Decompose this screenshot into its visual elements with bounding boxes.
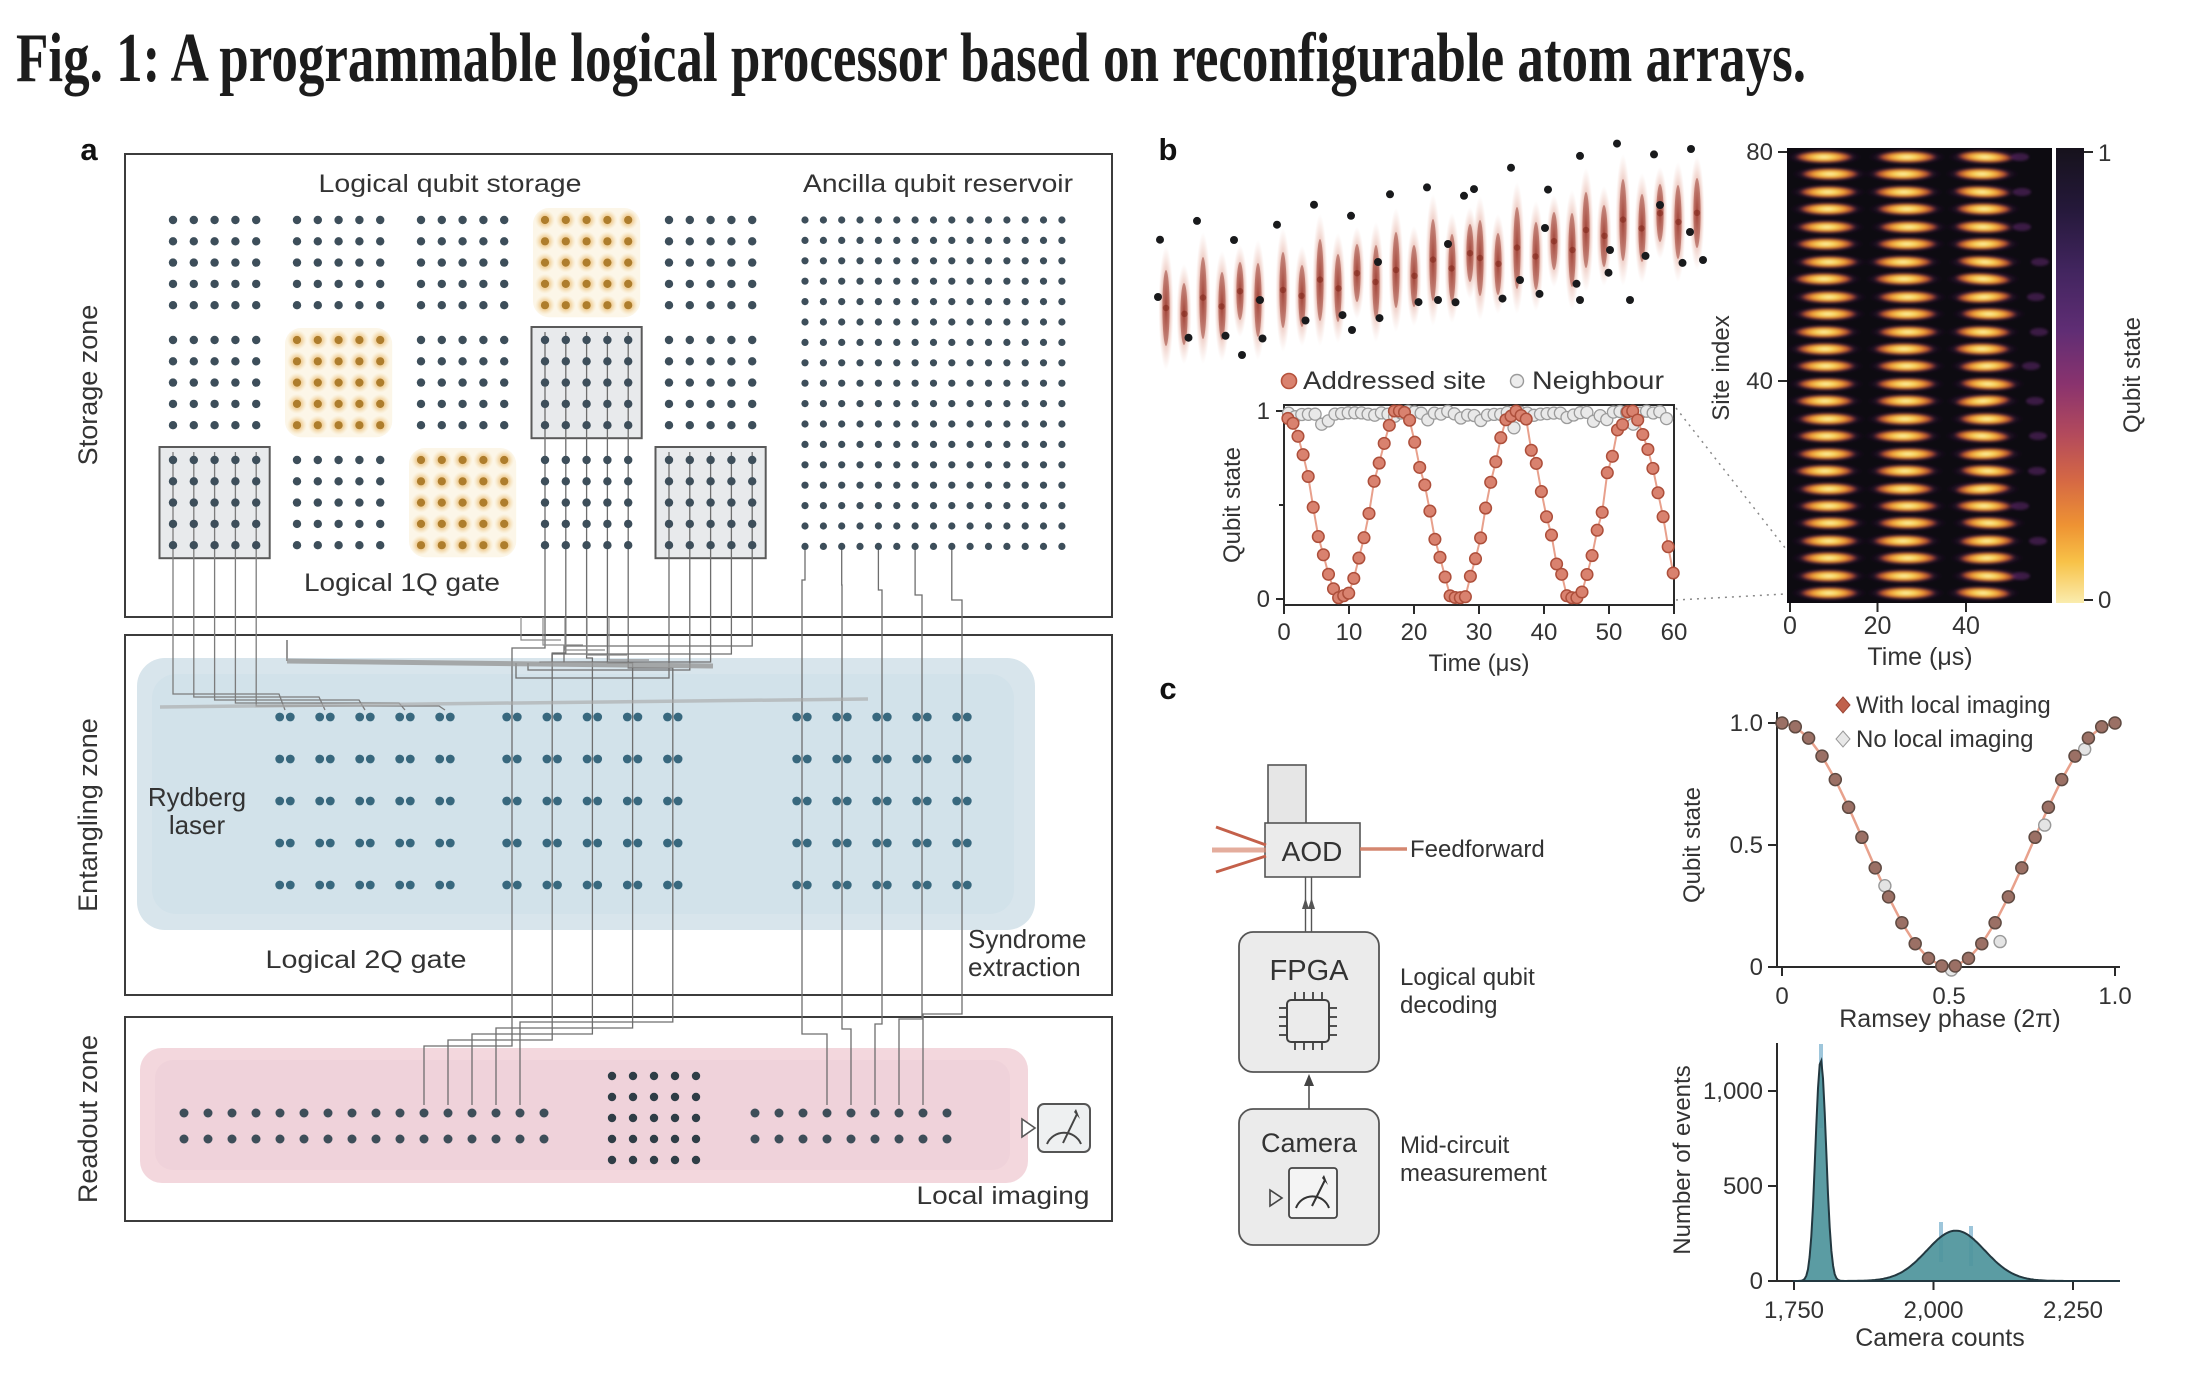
svg-text:0: 0 xyxy=(1257,586,1270,613)
svg-text:0: 0 xyxy=(1750,1268,1763,1295)
svg-text:30: 30 xyxy=(1466,619,1493,646)
svg-text:80: 80 xyxy=(1746,139,1773,166)
svg-text:Addressed site: Addressed site xyxy=(1303,367,1486,395)
svg-text:Feedforward: Feedforward xyxy=(1410,836,1545,863)
svg-text:10: 10 xyxy=(1336,619,1363,646)
svg-text:40: 40 xyxy=(1746,368,1773,395)
svg-text:Entangling zone: Entangling zone xyxy=(73,718,103,912)
svg-text:measurement: measurement xyxy=(1400,1160,1547,1187)
svg-text:50: 50 xyxy=(1596,619,1623,646)
svg-text:1: 1 xyxy=(1257,398,1270,425)
svg-text:Mid-circuit: Mid-circuit xyxy=(1400,1132,1510,1159)
svg-text:No local imaging: No local imaging xyxy=(1856,726,2033,753)
svg-text:Qubit state: Qubit state xyxy=(1219,447,1246,563)
svg-text:Time (μs): Time (μs) xyxy=(1429,650,1530,677)
svg-text:Ramsey phase (2π): Ramsey phase (2π) xyxy=(1839,1005,2061,1033)
svg-text:2,250: 2,250 xyxy=(2043,1297,2103,1324)
svg-text:decoding: decoding xyxy=(1400,992,1497,1019)
svg-text:60: 60 xyxy=(1661,619,1688,646)
svg-text:Camera: Camera xyxy=(1261,1128,1358,1158)
svg-text:Fig. 1: A programmable logical: Fig. 1: A programmable logical processor… xyxy=(16,20,1806,97)
svg-text:Number of events: Number of events xyxy=(1669,1065,1696,1254)
svg-text:Readout zone: Readout zone xyxy=(73,1035,103,1203)
svg-text:0.5: 0.5 xyxy=(1932,983,1965,1010)
svg-text:Logical qubit: Logical qubit xyxy=(1400,964,1535,991)
svg-text:1,750: 1,750 xyxy=(1764,1297,1824,1324)
svg-text:0: 0 xyxy=(1750,954,1763,981)
svg-text:Storage zone: Storage zone xyxy=(73,305,103,466)
svg-text:2,000: 2,000 xyxy=(1903,1297,1963,1324)
svg-text:Ancilla qubit reservoir: Ancilla qubit reservoir xyxy=(803,170,1073,198)
svg-text:AOD: AOD xyxy=(1282,836,1343,867)
svg-text:Local imaging: Local imaging xyxy=(917,1182,1090,1210)
svg-text:extraction: extraction xyxy=(968,952,1081,982)
svg-text:500: 500 xyxy=(1723,1173,1763,1200)
svg-text:40: 40 xyxy=(1531,619,1558,646)
svg-text:20: 20 xyxy=(1401,619,1428,646)
svg-text:Logical 1Q gate: Logical 1Q gate xyxy=(304,569,500,597)
svg-text:Neighbour: Neighbour xyxy=(1532,367,1664,395)
svg-text:With local imaging: With local imaging xyxy=(1856,692,2051,719)
svg-text:1.0: 1.0 xyxy=(2098,983,2131,1010)
svg-text:Logical 2Q gate: Logical 2Q gate xyxy=(266,946,467,974)
svg-text:Qubit state: Qubit state xyxy=(2119,317,2146,433)
svg-text:0: 0 xyxy=(1775,983,1788,1010)
svg-text:1: 1 xyxy=(2098,140,2111,167)
svg-text:Site index: Site index xyxy=(1708,315,1735,420)
svg-text:Syndrome: Syndrome xyxy=(968,924,1087,954)
svg-text:0: 0 xyxy=(1783,612,1797,640)
svg-text:Qubit state: Qubit state xyxy=(1679,787,1706,903)
svg-text:a: a xyxy=(80,132,98,167)
svg-text:Rydberg: Rydberg xyxy=(148,782,246,812)
svg-text:40: 40 xyxy=(1952,612,1980,640)
svg-text:20: 20 xyxy=(1864,612,1892,640)
svg-text:0: 0 xyxy=(2098,587,2111,614)
svg-text:Time (μs): Time (μs) xyxy=(1867,643,1972,671)
svg-text:0: 0 xyxy=(1277,619,1290,646)
svg-text:1.0: 1.0 xyxy=(1730,710,1763,737)
svg-text:Camera counts: Camera counts xyxy=(1855,1324,2025,1352)
svg-text:FPGA: FPGA xyxy=(1270,955,1350,987)
svg-text:b: b xyxy=(1159,132,1178,167)
svg-text:laser: laser xyxy=(169,810,226,840)
svg-text:Logical qubit storage: Logical qubit storage xyxy=(319,170,582,198)
svg-text:0.5: 0.5 xyxy=(1730,832,1763,859)
svg-text:1,000: 1,000 xyxy=(1703,1078,1763,1105)
svg-text:c: c xyxy=(1159,671,1176,706)
